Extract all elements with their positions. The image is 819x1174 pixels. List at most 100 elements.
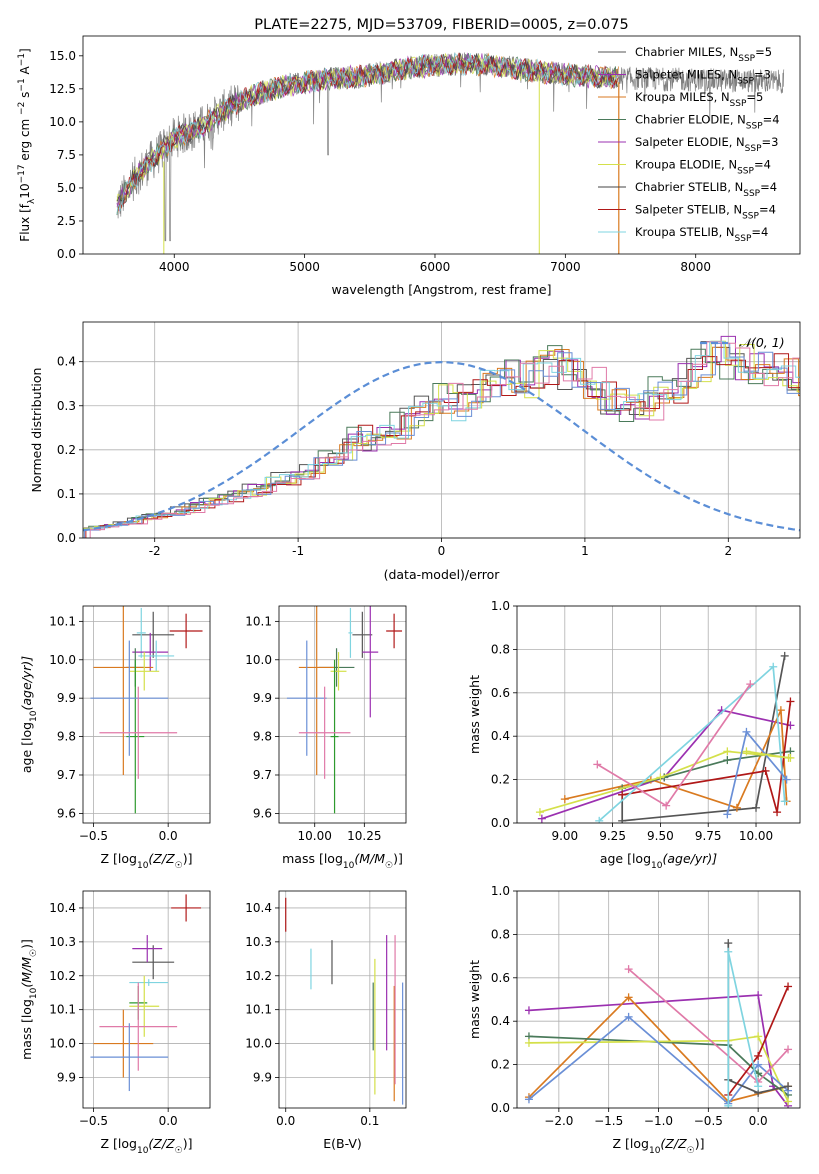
- x-tick-label: 10.00: [298, 829, 332, 843]
- label-part: Salpeter ELODIE, N: [635, 135, 745, 149]
- y-tick-label: 10.3: [245, 935, 272, 949]
- x-tick-label: 8000: [680, 260, 711, 274]
- label-part: Flux [f: [18, 203, 32, 241]
- label-part: (M/M: [19, 957, 34, 988]
- y-tick-label: 0.2: [57, 443, 76, 457]
- histogram-series: [83, 340, 800, 529]
- y-tick-label: 0.1: [57, 487, 76, 501]
- y-tick-label: 0.2: [491, 773, 510, 787]
- plus-marker: [754, 991, 763, 1000]
- y-tick-label: 10.4: [245, 901, 272, 915]
- y-tick-label: 10.3: [49, 935, 76, 949]
- label-part: SSP: [737, 77, 754, 87]
- label-part: =4: [754, 158, 771, 172]
- y-tick-label: 10.1: [245, 1003, 272, 1017]
- plus-marker: [560, 795, 569, 804]
- weight-series: [528, 994, 789, 1107]
- label-part: SSP: [743, 189, 760, 199]
- y-tick-label: 10.1: [245, 614, 272, 628]
- label-part: −2: [17, 102, 27, 115]
- label-part: SSP: [746, 122, 763, 132]
- label-part: 10: [29, 710, 39, 722]
- weight-series: [746, 750, 789, 759]
- x-tick-label: 7000: [550, 260, 581, 274]
- label-part: mass [log: [19, 999, 34, 1060]
- x-tick-label: −2.0: [544, 1114, 573, 1128]
- y-tick-label: 9.9: [57, 1070, 76, 1084]
- label-part: Kroupa MILES, N: [635, 90, 730, 104]
- label-part: =3: [762, 135, 779, 149]
- x-tick-label: 5000: [289, 260, 320, 274]
- x-tick-label: −1.0: [644, 1114, 673, 1128]
- normal-curve: [83, 360, 800, 532]
- data-point: [93, 1009, 154, 1078]
- histogram-series: [83, 342, 800, 538]
- data-point: [136, 607, 146, 658]
- plus-marker: [624, 1012, 633, 1021]
- data-point: [286, 640, 327, 756]
- error-bars: [90, 894, 202, 1092]
- plus-marker: [784, 753, 793, 762]
- plus-marker: [656, 773, 665, 782]
- y-tick-label: 0.4: [491, 729, 510, 743]
- mass_vs_ebv-panel: 0.0 0.1 9.9 10.0 10.1 10.2 10.3 10.4 E(B-V): [245, 890, 407, 1151]
- y-tick-label: 0.0: [491, 816, 510, 830]
- label-part: )]: [695, 1136, 705, 1151]
- weight-series: [539, 750, 791, 813]
- label-part: =4: [763, 113, 780, 127]
- data-point: [132, 611, 175, 658]
- legend-label: Chabrier ELODIE, NSSP=4: [635, 113, 780, 132]
- y-tick-label: 12.5: [49, 82, 76, 96]
- label-part: )]: [183, 1136, 193, 1151]
- label-part: Kroupa ELODIE, N: [635, 158, 737, 172]
- data-point: [298, 606, 335, 775]
- label-part: age [log: [19, 722, 34, 773]
- weight-lines: [535, 651, 795, 823]
- legend-label: Kroupa MILES, NSSP=5: [635, 90, 763, 109]
- x-tick-label: 9.50: [647, 829, 674, 843]
- histograms: [83, 335, 800, 538]
- plus-marker: [524, 1006, 533, 1015]
- x-tick-label: 0.0: [749, 1114, 768, 1128]
- plus-marker: [782, 775, 791, 784]
- y-tick-label: 9.8: [253, 730, 272, 744]
- y-tick-label: 5.0: [57, 181, 76, 195]
- histogram-series: [89, 341, 800, 538]
- plus-marker: [593, 760, 602, 769]
- weight-lines: [524, 939, 793, 1108]
- mass_vs_Z-panel: −0.5 0.09.910.010.110.210.310.4Z [log10(Z…: [19, 890, 211, 1156]
- label-part: )]: [393, 851, 403, 866]
- label-part: −17: [17, 164, 27, 183]
- label-part: Z [log: [101, 1136, 137, 1151]
- y-tick-label: 0.0: [491, 1101, 510, 1115]
- label-part: Salpeter MILES, N: [635, 68, 737, 82]
- axes-frame: [516, 890, 801, 1109]
- label-part: age [log: [600, 851, 651, 866]
- data-point: [90, 1023, 169, 1092]
- y-tick-label: 0.8: [491, 927, 510, 941]
- weight_vs_Z-panel: −2.0 −1.5 −1.0 −0.5 0.0 0.0 0.2 0.4 0.6 0.8 1.0 Z […: [467, 884, 801, 1156]
- y-tick-label: 0.4: [491, 1014, 510, 1028]
- y-tick-label: 9.6: [253, 806, 272, 820]
- label-part: (Z/Z: [148, 851, 175, 866]
- x-axis-label: Z [log10(Z/Z☉)]: [613, 1136, 705, 1156]
- plus-marker: [723, 756, 732, 765]
- label-part: −1: [17, 53, 27, 66]
- spectrum-panel: 4000 5000 6000 7000 8000 0.0 2.5 5.0 7.5 10.0 12.5…: [17, 17, 801, 297]
- y-tick-label: 7.5: [57, 148, 76, 162]
- label-part: SSP: [730, 99, 747, 109]
- x-tick-label: 9.00: [551, 829, 578, 843]
- label-part: )]: [19, 939, 34, 949]
- plus-marker: [780, 797, 789, 806]
- y-tick-label: 10.2: [49, 969, 76, 983]
- data-point: [330, 652, 347, 691]
- y-axis-label: mass weight: [467, 960, 482, 1039]
- y-tick-label: 9.9: [253, 691, 272, 705]
- axes-frame: [82, 890, 211, 1109]
- data-point: [386, 613, 403, 649]
- plus-marker: [742, 727, 751, 736]
- label-part: Chabrier STELIB, N: [635, 180, 743, 194]
- axes-frame: [82, 321, 801, 539]
